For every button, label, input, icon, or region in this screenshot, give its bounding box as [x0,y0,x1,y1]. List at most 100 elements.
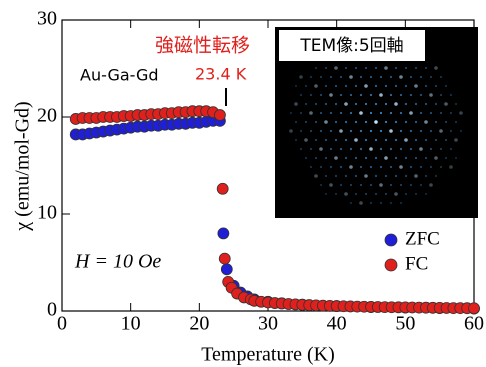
diffraction-spot [354,138,358,142]
diffraction-spot [455,157,457,159]
diffraction-spot [430,130,432,132]
diffraction-spot [445,139,447,141]
diffraction-spot [420,166,422,168]
diffraction-spot [425,85,427,87]
diffraction-spot [370,130,372,132]
diffraction-spot [335,139,337,141]
diffraction-spot [370,202,372,204]
diffraction-spot [315,139,317,141]
x-tick-label: 0 [57,313,67,335]
diffraction-spot [390,166,392,168]
diffraction-spot [400,202,402,204]
diffraction-spot [345,157,347,159]
diffraction-spot [334,156,338,160]
diffraction-spot [410,148,412,150]
diffraction-spot [415,103,417,105]
diffraction-spot [289,129,293,133]
diffraction-spot [380,112,382,114]
diffraction-spot [435,121,437,123]
diffraction-spot [425,67,427,69]
diffraction-spot [400,148,402,150]
diffraction-spot [425,139,427,141]
transition-temp: 23.4 K [195,65,247,84]
diffraction-spot [360,166,362,168]
data-point [221,264,232,275]
diffraction-spot [365,193,367,195]
diffraction-spot [455,121,457,123]
diffraction-spot [390,148,392,150]
diffraction-spot [309,111,313,115]
diffraction-spot [310,130,312,132]
diffraction-spot [310,76,312,78]
diffraction-spot [405,175,407,177]
diffraction-spot [355,157,357,159]
diffraction-spot [365,103,367,105]
diffraction-spot [315,103,317,105]
diffraction-spot [395,175,397,177]
diffraction-spot [434,66,438,70]
diffraction-spot [320,76,322,78]
diffraction-spot [400,184,402,186]
diffraction-spot [374,120,378,124]
diffraction-spot [420,94,422,96]
diffraction-spot [460,130,462,132]
x-tick-label: 10 [121,313,141,335]
diffraction-spot [395,157,397,159]
diffraction-spot [300,148,302,150]
diffraction-spot [350,148,352,150]
diffraction-spot [315,157,317,159]
diffraction-spot [415,139,417,141]
data-point [469,303,480,314]
diffraction-spot [450,112,452,114]
diffraction-spot [315,121,317,123]
diffraction-spot [325,175,327,177]
diffraction-spot [380,202,382,204]
diffraction-spot [395,67,397,69]
diffraction-spot [340,112,342,114]
diffraction-spot [330,166,332,168]
diffraction-spot [349,165,353,169]
y-tick-label: 0 [47,299,57,321]
diffraction-spot [375,103,377,105]
diffraction-spot [385,193,387,195]
diffraction-spot [385,175,387,177]
diffraction-spot [335,193,337,195]
inset-label: TEM像:5回軸 [299,36,403,56]
data-point [218,228,229,239]
diffraction-spot [410,94,412,96]
diffraction-spot [440,94,442,96]
legend-label: ZFC [405,228,440,249]
diffraction-spot [330,112,332,114]
diffraction-spot [425,193,427,195]
diffraction-spot [425,103,427,105]
diffraction-spot [390,94,392,96]
diffraction-spot [379,183,383,187]
diffraction-spot [375,67,377,69]
diffraction-spot [445,121,447,123]
diffraction-spot [310,94,312,96]
diffraction-spot [335,103,337,105]
diffraction-spot [345,121,347,123]
diffraction-spot [410,184,412,186]
diffraction-spot [320,112,322,114]
diffraction-spot [390,202,392,204]
diffraction-spot [400,130,402,132]
diffraction-spot [424,120,428,124]
diffraction-spot [390,76,392,78]
diffraction-spot [395,121,397,123]
diffraction-spot [305,157,307,159]
diffraction-spot [380,76,382,78]
diffraction-spot [334,66,338,70]
diffraction-spot [355,175,357,177]
diffraction-spot [375,85,377,87]
diffraction-spot [320,166,322,168]
diffraction-spot [415,157,417,159]
diffraction-spot [440,148,442,150]
diffraction-spot [379,93,383,97]
diffraction-spot [454,138,458,142]
diffraction-spot [324,120,328,124]
diffraction-spot [430,112,432,114]
diffraction-spot [359,201,363,205]
diffraction-spot [365,121,367,123]
data-point [214,110,225,121]
